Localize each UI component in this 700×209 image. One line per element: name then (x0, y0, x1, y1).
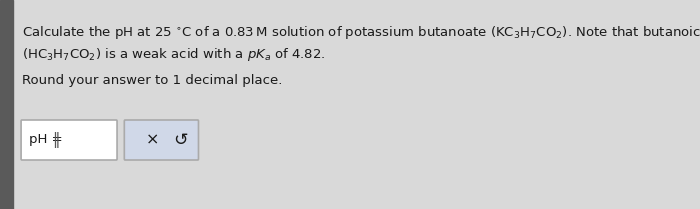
FancyBboxPatch shape (21, 120, 117, 160)
Text: ↺: ↺ (173, 131, 188, 149)
Text: pH =: pH = (29, 134, 67, 147)
Bar (0, 0, 13, 209)
Text: Calculate the pH at 25 $^{\circ}$C of a 0.83$\,$M solution of potassium butanoat: Calculate the pH at 25 $^{\circ}$C of a … (22, 24, 700, 41)
Text: $\left(\mathrm{HC_3H_7CO_2}\right)$ is a weak acid with a $p\mathit{K}_{a}$ of 4: $\left(\mathrm{HC_3H_7CO_2}\right)$ is a… (22, 46, 325, 63)
Text: ×: × (146, 133, 160, 148)
Text: ‖: ‖ (52, 132, 60, 148)
Text: Round your answer to 1 decimal place.: Round your answer to 1 decimal place. (22, 74, 282, 87)
FancyBboxPatch shape (125, 120, 199, 160)
